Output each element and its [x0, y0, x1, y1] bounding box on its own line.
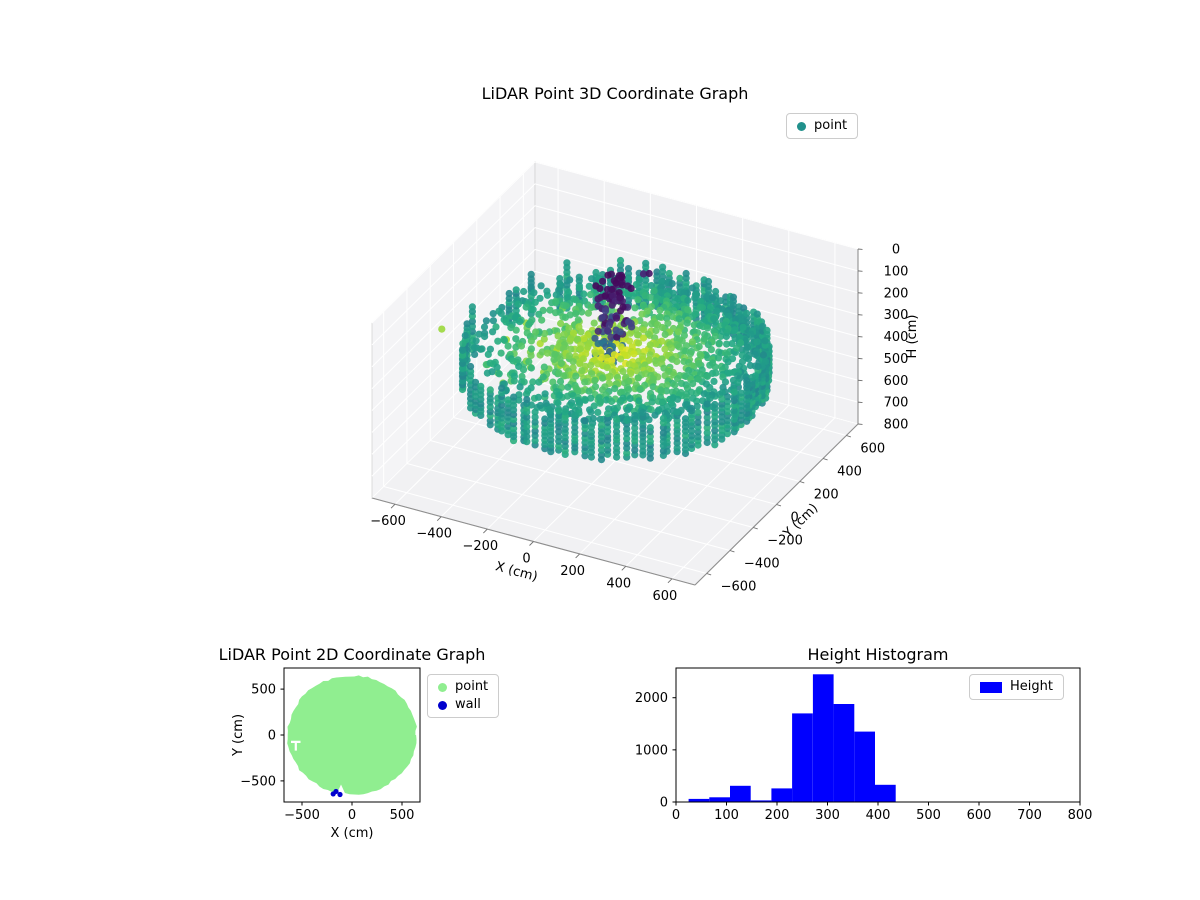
svg-text:100: 100 — [714, 808, 739, 823]
plot3d-title: LiDAR Point 3D Coordinate Graph — [481, 84, 749, 103]
legend-row-height: Height — [980, 680, 1053, 694]
histogram-bar — [688, 798, 710, 802]
svg-text:0: 0 — [791, 511, 799, 526]
svg-text:300: 300 — [815, 808, 840, 823]
svg-text:−500: −500 — [284, 808, 320, 823]
svg-text:0: 0 — [892, 243, 900, 258]
legend-row-point: point — [438, 680, 488, 694]
wall-point — [330, 791, 336, 797]
histogram-bar — [812, 674, 834, 802]
histogram-title: Height Histogram — [807, 645, 949, 664]
svg-text:1000: 1000 — [635, 743, 668, 758]
svg-text:Y (cm): Y (cm) — [231, 714, 246, 757]
point-marker-icon — [438, 682, 447, 692]
svg-text:200: 200 — [560, 564, 585, 579]
legend-label-point: point — [814, 118, 848, 133]
svg-text:600: 600 — [967, 808, 992, 823]
svg-text:0: 0 — [348, 808, 356, 823]
plot3d-legend: point — [786, 113, 859, 139]
svg-text:400: 400 — [837, 465, 862, 480]
svg-text:−400: −400 — [744, 557, 780, 572]
svg-text:0: 0 — [268, 729, 276, 744]
svg-text:700: 700 — [1017, 808, 1042, 823]
svg-text:X (cm): X (cm) — [331, 826, 374, 841]
histogram-axes: 0 100 200 300 400 500 600 700 800 0 1000 2000 — [635, 667, 1093, 823]
legend-label-point: point — [455, 679, 489, 694]
svg-text:300: 300 — [884, 308, 909, 323]
svg-text:0: 0 — [672, 808, 680, 823]
histogram-bar — [875, 784, 896, 802]
svg-text:−200: −200 — [767, 534, 803, 549]
svg-text:400: 400 — [866, 808, 891, 823]
svg-text:800: 800 — [884, 418, 909, 433]
histogram-bar — [750, 800, 772, 802]
histogram-bar — [854, 731, 875, 802]
svg-text:−200: −200 — [462, 539, 498, 554]
svg-text:500: 500 — [916, 808, 941, 823]
wall-marker-icon — [438, 700, 447, 710]
svg-text:−600: −600 — [370, 514, 406, 529]
histogram-bar — [730, 785, 751, 802]
svg-text:H (cm): H (cm) — [905, 315, 920, 359]
histogram-bars — [688, 674, 896, 802]
histogram-bar — [833, 704, 855, 802]
svg-text:800: 800 — [1068, 808, 1093, 823]
svg-text:700: 700 — [884, 396, 909, 411]
svg-text:0: 0 — [660, 796, 668, 811]
plot3d-points — [438, 256, 773, 464]
svg-text:500: 500 — [390, 808, 415, 823]
histogram-bar — [709, 797, 730, 802]
svg-text:−600: −600 — [721, 580, 757, 595]
svg-text:600: 600 — [653, 589, 678, 604]
svg-text:2000: 2000 — [635, 691, 668, 706]
svg-text:500: 500 — [251, 683, 276, 698]
height-marker-icon — [980, 681, 1002, 693]
svg-text:500: 500 — [884, 352, 909, 367]
plot2d-point-region — [287, 675, 417, 795]
wall-point — [337, 791, 343, 798]
histogram-bar — [771, 788, 793, 802]
svg-text:−500: −500 — [240, 774, 276, 789]
svg-text:600: 600 — [884, 374, 909, 389]
plot2d-axes: −500 0 500 −500 0 500 X (cm) Y (cm) — [231, 667, 421, 841]
legend-row-wall: wall — [438, 698, 488, 712]
svg-text:200: 200 — [765, 808, 790, 823]
svg-text:400: 400 — [884, 330, 909, 345]
svg-text:200: 200 — [884, 286, 909, 301]
legend-row-point: point — [797, 119, 847, 133]
histogram-bar — [792, 713, 813, 802]
svg-text:0: 0 — [522, 552, 530, 567]
point-marker-icon — [797, 121, 806, 131]
legend-label-wall: wall — [455, 697, 481, 712]
svg-text:−400: −400 — [416, 527, 452, 542]
histogram-legend: Height — [969, 674, 1064, 700]
svg-text:200: 200 — [814, 488, 839, 503]
legend-label-height: Height — [1010, 679, 1053, 694]
svg-text:600: 600 — [860, 442, 885, 457]
svg-text:100: 100 — [884, 264, 909, 279]
plot2d-title: LiDAR Point 2D Coordinate Graph — [218, 645, 486, 664]
plot2d-legend: point wall — [427, 674, 500, 718]
svg-text:400: 400 — [606, 576, 631, 591]
